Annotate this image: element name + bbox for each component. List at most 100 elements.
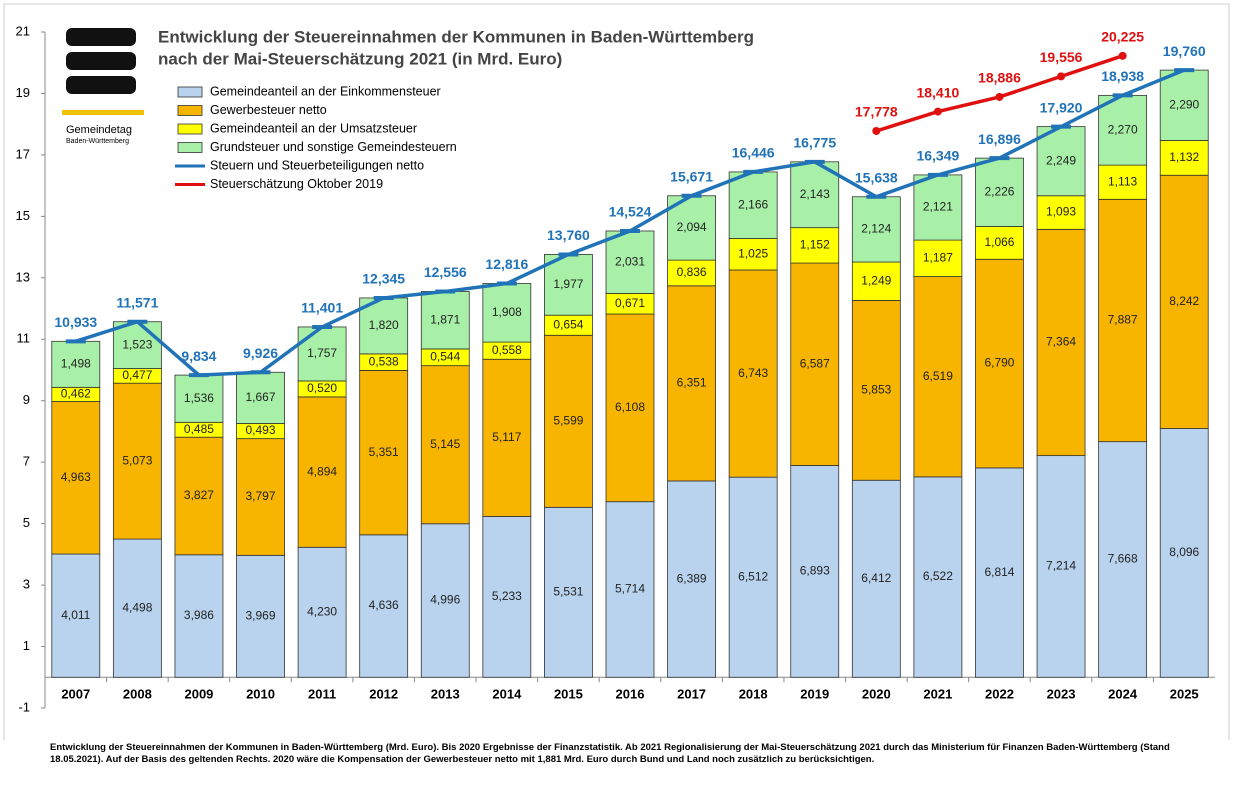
data-label: 18,886: [978, 70, 1021, 86]
data-label: 6,587: [800, 356, 830, 370]
bar-segment: [1098, 441, 1148, 678]
data-label: 6,351: [677, 376, 707, 390]
data-label: 16,775: [793, 135, 836, 151]
data-label: 6,512: [738, 569, 768, 583]
marker: [1057, 72, 1066, 81]
bar-segment: [1036, 195, 1086, 230]
data-label: 2,031: [615, 254, 645, 268]
data-label: 1,249: [861, 273, 891, 287]
bar-segment: [112, 538, 162, 678]
y-tick-label: 21: [16, 23, 30, 38]
logo-bar: [62, 110, 144, 115]
x-tick-label: 2017: [677, 687, 706, 702]
x-tick-label: 2014: [492, 687, 522, 702]
data-label: 14,524: [609, 204, 652, 220]
bar-segment: [790, 227, 840, 264]
y-tick-label: 9: [23, 392, 30, 407]
bar-segment: [112, 382, 162, 540]
data-label: 0,671: [615, 296, 645, 310]
data-label: 1,113: [1108, 174, 1137, 188]
data-label: 0,654: [553, 317, 583, 331]
data-label: 1,152: [800, 238, 830, 252]
data-label: 1,820: [369, 318, 399, 332]
x-tick-label: 2008: [123, 687, 152, 702]
bar-segment: [667, 480, 716, 678]
bar-segment: [174, 374, 224, 423]
bar-segment: [667, 285, 716, 482]
bar-segment: [51, 340, 101, 388]
data-label: 1,066: [984, 235, 1014, 249]
data-label: 13,760: [547, 227, 590, 243]
data-label: 8,242: [1169, 294, 1199, 308]
y-tick-label: 7: [23, 454, 30, 469]
data-label: 2,166: [738, 197, 768, 211]
y-tick-label: 5: [23, 515, 30, 530]
logo-text: Gemeindetag: [66, 124, 132, 136]
bar-segment: [544, 254, 593, 316]
data-label: 5,714: [615, 582, 645, 596]
bar-segment: [913, 276, 963, 478]
data-label: 3,797: [246, 489, 276, 503]
bar-segment: [297, 396, 347, 548]
bar-segment: [420, 365, 470, 525]
bar-segment: [420, 291, 470, 350]
legend-label: Steuern und Steuerbeteiligungen netto: [210, 158, 424, 172]
data-label: 6,522: [923, 569, 953, 583]
bar-segment: [851, 479, 901, 678]
data-label: 0,462: [61, 387, 91, 401]
data-label: 0,520: [307, 381, 337, 395]
data-label: 12,816: [485, 256, 528, 272]
data-label: 1,025: [738, 246, 768, 260]
bar-segment: [1036, 228, 1086, 457]
data-label: 15,638: [855, 169, 898, 185]
data-label: 4,996: [430, 593, 460, 607]
data-label: 18,938: [1101, 68, 1144, 84]
data-label: 4,230: [307, 604, 337, 618]
data-label: 5,531: [553, 584, 583, 598]
bar-segment: [1159, 140, 1209, 176]
data-label: 1,871: [430, 312, 460, 326]
legend-label: Gewerbesteuer netto: [210, 103, 327, 117]
data-label: 6,108: [615, 400, 645, 414]
legend-swatch: [177, 86, 203, 98]
bar-segment: [544, 334, 593, 508]
data-label: 20,225: [1101, 29, 1144, 45]
data-label: 5,351: [369, 445, 399, 459]
data-label: 6,790: [984, 356, 1014, 370]
data-label: 1,536: [184, 391, 214, 405]
data-label: 3,986: [184, 608, 214, 622]
data-label: 16,349: [916, 148, 959, 164]
data-label: 0,485: [184, 422, 214, 436]
bar-segment: [1036, 126, 1086, 197]
data-label: 7,668: [1108, 552, 1138, 566]
legend-swatch: [177, 105, 203, 116]
bar-segment: [236, 554, 285, 678]
data-label: 19,760: [1163, 43, 1206, 59]
data-label: 4,894: [307, 464, 337, 478]
data-label: 2,121: [923, 200, 953, 214]
data-label: 1,977: [553, 277, 583, 291]
data-label: 1,523: [122, 337, 152, 351]
data-label: 5,145: [430, 437, 460, 451]
bar-segment: [1098, 164, 1148, 200]
data-label: 6,814: [984, 565, 1014, 579]
data-label: 1,757: [307, 346, 337, 360]
bar-segment: [790, 262, 840, 466]
x-tick-label: 2009: [184, 687, 213, 702]
x-tick-label: 2024: [1108, 687, 1138, 702]
y-tick-label: 17: [16, 146, 30, 161]
bar-segment: [1159, 428, 1209, 678]
bar-segment: [297, 326, 347, 382]
marker: [872, 127, 881, 136]
data-label: 9,926: [243, 345, 278, 361]
data-label: 5,117: [492, 430, 521, 444]
x-tick-label: 2023: [1047, 687, 1076, 702]
legend-label: Gemeindeanteil an der Einkommensteuer: [210, 84, 441, 98]
y-tick-label: 3: [23, 577, 30, 592]
bar-segment: [913, 174, 963, 241]
data-label: 0,493: [246, 423, 276, 437]
data-label: 2,124: [861, 222, 891, 236]
data-label: 2,270: [1108, 122, 1138, 136]
y-tick-label: 19: [16, 85, 30, 100]
data-label: 0,477: [122, 368, 152, 382]
